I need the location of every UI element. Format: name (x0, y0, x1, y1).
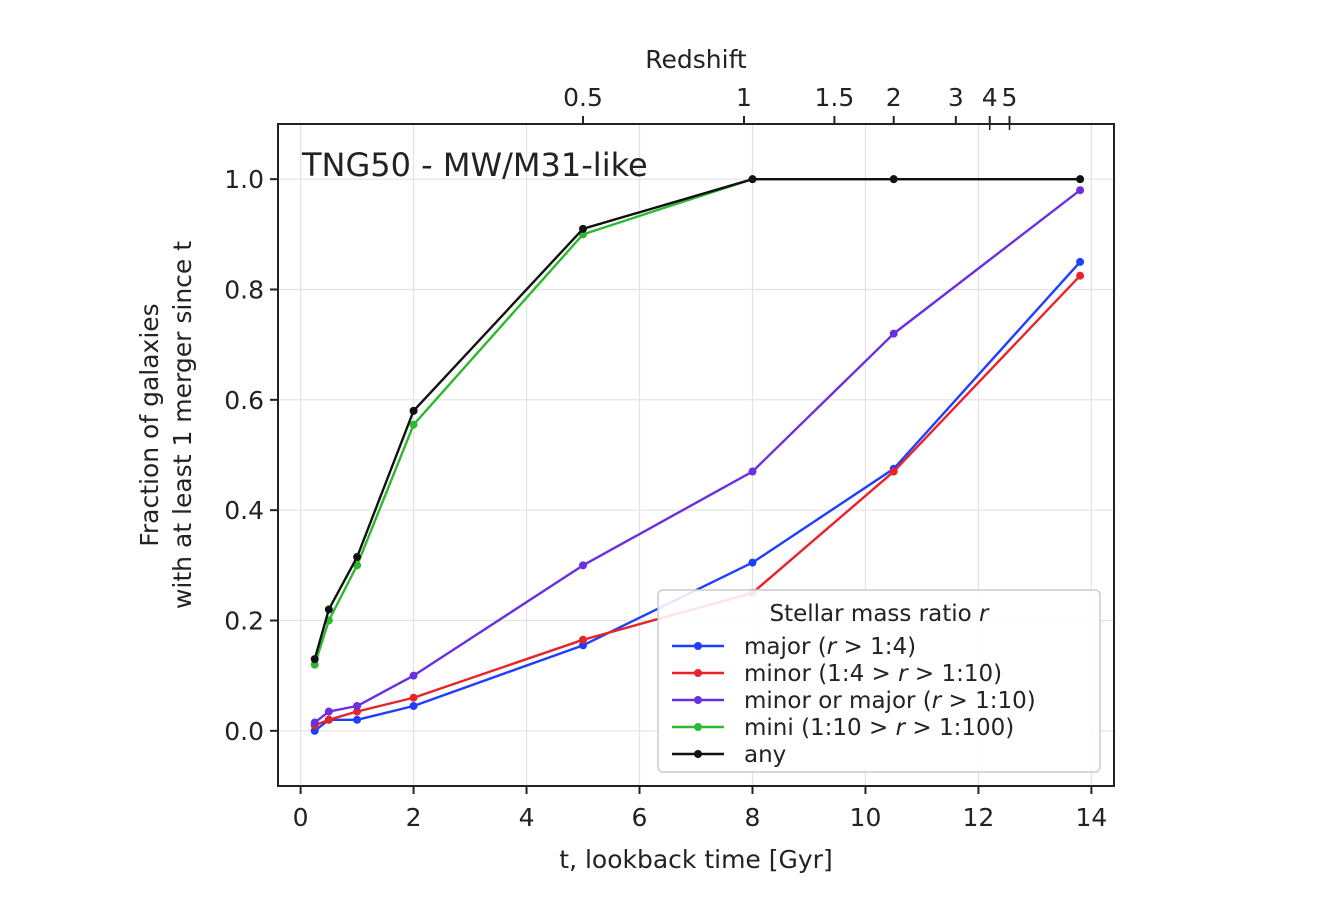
data-point (748, 558, 757, 567)
data-point (579, 561, 588, 570)
top-tick-label: 0.5 (563, 83, 603, 112)
data-point (310, 718, 319, 727)
y-tick-label: 0.2 (224, 607, 264, 636)
data-point (310, 655, 319, 664)
data-point (409, 406, 418, 415)
data-point (353, 702, 362, 711)
x-tick-label: 10 (850, 803, 882, 832)
top-tick-label: 1.5 (815, 83, 855, 112)
top-tick-label: 2 (886, 83, 902, 112)
data-point (310, 726, 319, 735)
data-point (889, 175, 898, 184)
data-point (353, 561, 362, 570)
legend-marker (694, 642, 702, 650)
legend-entry: any (672, 742, 786, 768)
legend-label: minor (1:4 > r > 1:10) (744, 661, 1002, 687)
data-point (1076, 257, 1085, 266)
data-point (310, 660, 319, 669)
legend-entry: mini (1:10 > r > 1:100) (672, 715, 1014, 741)
plot-frame (277, 123, 1115, 787)
top-axis-label: Redshift (645, 45, 747, 74)
top-tick-label: 3 (948, 83, 964, 112)
legend-label: major (r > 1:4) (744, 634, 916, 660)
data-point (409, 702, 418, 711)
data-point (579, 641, 588, 650)
y-tick-label: 0.8 (224, 276, 264, 305)
legend-marker (694, 669, 702, 677)
series-line (313, 177, 1081, 660)
data-point (353, 553, 362, 562)
legend-entry: major (r > 1:4) (672, 634, 916, 660)
y-tick-label: 0.6 (224, 386, 264, 415)
x-tick-label: 4 (519, 803, 535, 832)
data-point (1076, 175, 1085, 184)
data-point (748, 175, 757, 184)
data-point (324, 707, 333, 716)
axes: 0 2 4 6 8 10 12 140.00.20.40.60.81.00.5 1 1.5 2 3 4 5 (224, 83, 1107, 832)
data-point (1076, 271, 1085, 280)
data-point (409, 693, 418, 702)
chart-annotation: TNG50 - MW/M31-like (301, 146, 648, 184)
series-layer (310, 175, 1085, 735)
data-point (324, 715, 333, 724)
legend-box (657, 589, 1101, 773)
top-tick-label: 1 (736, 83, 752, 112)
data-point (353, 707, 362, 716)
legend-label: mini (1:10 > r > 1:100) (744, 715, 1014, 741)
top-tick-label: 4 (982, 83, 998, 112)
y-tick-label: 0.4 (224, 496, 264, 525)
legend-label: any (744, 742, 786, 768)
data-point (579, 635, 588, 644)
legend-entry: minor (1:4 > r > 1:10) (672, 661, 1002, 687)
x-tick-label: 12 (963, 803, 995, 832)
legend-title: Stellar mass ratio r (770, 601, 991, 627)
series-2 (310, 186, 1085, 727)
legend-marker (694, 696, 702, 704)
data-point (1076, 186, 1085, 195)
y-tick-label: 1.0 (224, 165, 264, 194)
data-point (409, 420, 418, 429)
data-point (409, 671, 418, 680)
legend-label: minor or major (r > 1:10) (744, 688, 1036, 714)
y-axis-label-line2: with at least 1 merger since t (168, 241, 197, 609)
series-line (314, 274, 1081, 727)
x-tick-label: 2 (406, 803, 422, 832)
legend-marker (694, 723, 702, 731)
legend-entry: minor or major (r > 1:10) (672, 688, 1036, 714)
data-point (353, 715, 362, 724)
x-tick-label: 6 (632, 803, 648, 832)
data-point (889, 467, 898, 476)
series-4 (310, 175, 1085, 664)
data-point (889, 329, 898, 338)
data-point (579, 224, 588, 233)
x-tick-label: 0 (293, 803, 309, 832)
legend-marker (694, 750, 702, 758)
top-tick-label: 5 (1002, 83, 1018, 112)
y-tick-label: 0.0 (224, 717, 264, 746)
data-point (748, 467, 757, 476)
x-axis-label: t, lookback time [Gyr] (559, 845, 832, 874)
x-tick-label: 8 (745, 803, 761, 832)
y-axis-label-line1: Fraction of galaxies (135, 303, 164, 546)
data-point (324, 605, 333, 614)
series-line (313, 261, 1081, 732)
x-tick-label: 14 (1075, 803, 1107, 832)
series-line (313, 189, 1081, 724)
